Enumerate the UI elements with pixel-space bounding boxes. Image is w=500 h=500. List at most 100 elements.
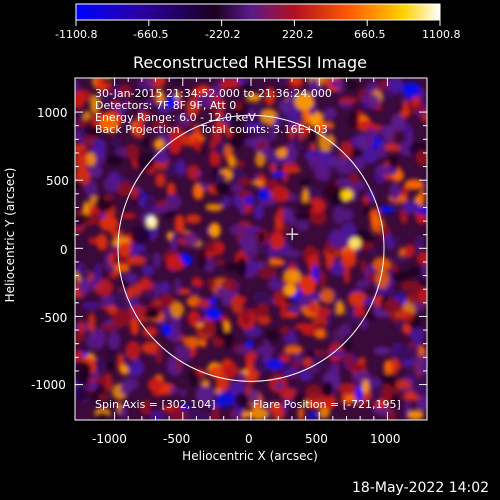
emission-blob (383, 144, 401, 152)
plot-title: Reconstructed RHESSI Image (133, 53, 367, 72)
emission-blob (362, 149, 379, 164)
emission-blob (240, 410, 254, 418)
emission-blob (126, 256, 146, 266)
emission-blob (207, 277, 217, 291)
emission-blob (257, 188, 271, 201)
emission-blob (157, 126, 165, 139)
emission-blob (293, 392, 305, 411)
emission-blob (265, 329, 280, 343)
emission-blob (194, 136, 202, 153)
total-counts-label: Total counts: 3.16E+03 (200, 123, 328, 136)
emission-blob (336, 177, 352, 187)
emission-blob (183, 232, 200, 248)
emission-blob (151, 120, 170, 130)
emission-blob (351, 185, 358, 203)
solar-limb-circle (117, 114, 385, 382)
x-tick-label: 0 (245, 432, 253, 446)
emission-blob (75, 180, 83, 189)
emission-blob (102, 373, 113, 392)
emission-blob (272, 185, 290, 203)
emission-blob (360, 259, 367, 274)
emission-blob (234, 346, 255, 355)
emission-blob (215, 287, 229, 297)
emission-blob (282, 400, 289, 414)
emission-blob (390, 358, 398, 375)
emission-blob (310, 143, 316, 150)
emission-blob (244, 196, 253, 206)
emission-blob (88, 381, 98, 390)
emission-blob (163, 306, 172, 322)
emission-blob (406, 369, 415, 379)
emission-blob (75, 80, 80, 94)
emission-blob (130, 317, 140, 336)
emission-blob (349, 110, 360, 130)
emission-blob (153, 138, 165, 150)
emission-blob (246, 93, 262, 102)
emission-blob (356, 279, 371, 289)
emission-blob (309, 209, 327, 225)
emission-blob (118, 405, 128, 419)
emission-blob (132, 90, 151, 100)
emission-blob (178, 347, 193, 363)
x-tick-label: -1000 (92, 432, 127, 446)
emission-blob (328, 350, 347, 358)
emission-blob (329, 142, 338, 157)
emission-blob (125, 144, 140, 160)
emission-blob (404, 244, 415, 258)
emission-blob (408, 266, 424, 277)
emission-blob (368, 247, 377, 255)
emission-blob (225, 262, 241, 271)
emission-blob (397, 310, 415, 322)
emission-blob (271, 171, 286, 178)
emission-blob (189, 285, 201, 296)
detectors-label: Detectors: 7F 8F 9F, Att 0 (95, 99, 237, 112)
emission-blob (237, 178, 254, 186)
emission-blob (188, 367, 199, 387)
emission-blob (387, 78, 405, 95)
emission-blob (121, 378, 139, 391)
emission-blob (93, 262, 102, 280)
emission-blob (153, 149, 169, 164)
emission-blob (200, 411, 210, 420)
emission-blob (276, 206, 284, 225)
emission-blob (375, 146, 387, 159)
spin-axis-cross-marker (286, 228, 299, 241)
emission-blob (399, 110, 411, 118)
emission-blob (159, 281, 171, 295)
emission-blob (269, 231, 285, 250)
emission-blob (266, 281, 287, 290)
emission-blob (299, 275, 317, 295)
x-tick-label: 500 (305, 432, 328, 446)
emission-blob (308, 301, 318, 314)
emission-blob (273, 290, 286, 307)
emission-blob (139, 289, 155, 298)
emission-blob (76, 378, 92, 385)
emission-blob (195, 385, 215, 405)
emission-blob (78, 266, 91, 281)
colorbar-tick-label: -220.2 (205, 28, 241, 41)
emission-blob (270, 123, 276, 141)
emission-blob (243, 240, 259, 259)
emission-blob (254, 151, 266, 168)
emission-blob (383, 359, 393, 375)
emission-blob (415, 150, 427, 166)
colorbar-tick-label: 660.5 (354, 28, 386, 41)
emission-blob (176, 113, 191, 126)
colorbar-tick-label: 220.2 (282, 28, 314, 41)
emission-blob (269, 401, 280, 413)
y-tick-label: -500 (40, 311, 68, 325)
emission-blob (75, 130, 81, 141)
emission-blob (170, 326, 182, 344)
emission-blob (166, 182, 176, 197)
emission-blob (409, 327, 425, 342)
emission-blob (237, 189, 252, 199)
emission-blob (140, 399, 152, 416)
emission-blob (336, 158, 356, 175)
emission-blob (313, 349, 326, 357)
emission-blob (238, 372, 247, 381)
emission-blob (91, 115, 98, 127)
colorbar-tick-label: -1100.8 (55, 28, 98, 41)
emission-blob (186, 97, 200, 117)
